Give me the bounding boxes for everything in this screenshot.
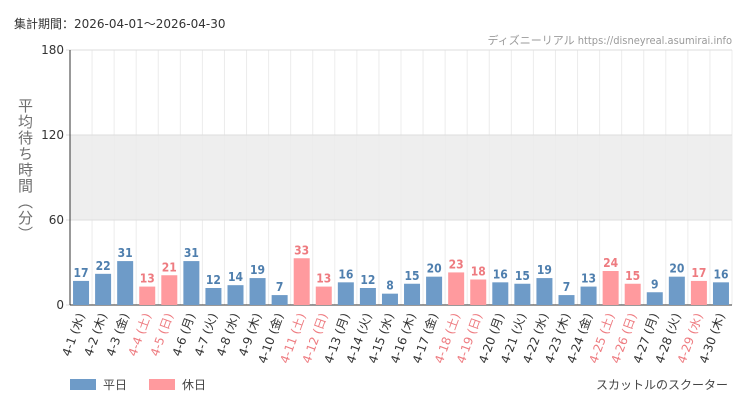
bar: [227, 285, 244, 305]
legend-item-weekday[interactable]: 平日: [70, 376, 127, 393]
holiday-swatch: [149, 379, 176, 390]
bar-value-label: 16: [493, 267, 508, 281]
weekday-swatch: [70, 379, 96, 390]
y-tick-label: 180: [41, 43, 64, 57]
bar-value-label: 16: [713, 267, 728, 281]
bar: [646, 292, 663, 305]
legend-label-weekday: 平日: [103, 378, 128, 392]
bar-value-label: 31: [184, 246, 199, 260]
bar-value-label: 16: [338, 267, 353, 281]
bar-value-label: 18: [471, 265, 486, 279]
bar: [117, 261, 134, 305]
bar: [249, 278, 266, 305]
bar: [315, 286, 332, 305]
bar-value-label: 24: [603, 256, 619, 270]
bar: [514, 283, 531, 305]
bar: [470, 279, 487, 305]
y-tick-label: 120: [41, 128, 64, 142]
bar: [602, 271, 619, 305]
bar: [404, 283, 421, 305]
bar: [558, 295, 575, 305]
bar: [271, 295, 288, 305]
bar: [492, 282, 509, 305]
bar-value-label: 20: [427, 262, 442, 276]
bar: [448, 272, 465, 305]
attraction-name: スカットルのスクーター: [595, 378, 728, 392]
bar-value-label: 33: [294, 243, 309, 257]
chart-legend: 平日 休日: [70, 376, 228, 393]
bar-value-label: 12: [206, 273, 221, 287]
bar-value-label: 12: [360, 273, 375, 287]
bar-value-label: 20: [669, 262, 684, 276]
bar-value-label: 15: [405, 269, 420, 283]
period-label: 集計期間：2026-04-01〜2026-04-30: [14, 17, 226, 31]
bar: [183, 261, 200, 305]
bar-value-label: 17: [691, 266, 706, 280]
bar: [73, 280, 90, 305]
source-credit: ディズニーリアル https://disneyreal.asumirai.inf…: [487, 34, 732, 47]
bar-value-label: 21: [162, 260, 177, 274]
bar: [359, 288, 376, 305]
bar: [580, 286, 597, 305]
bar-value-label: 15: [515, 269, 530, 283]
bar-value-label: 15: [625, 269, 640, 283]
bar: [712, 282, 729, 305]
bar: [624, 283, 641, 305]
bar: [95, 273, 112, 305]
legend-label-holiday: 休日: [182, 378, 207, 392]
bar-value-label: 13: [140, 272, 155, 286]
bar: [205, 288, 222, 305]
bar-value-label: 7: [276, 280, 284, 294]
bar-value-label: 23: [449, 257, 464, 271]
bar: [381, 293, 398, 305]
bar-value-label: 19: [537, 263, 552, 277]
bar-value-label: 17: [74, 266, 89, 280]
bar: [293, 258, 310, 305]
y-axis-title: 平均待ち時間（分）: [16, 98, 34, 242]
bar-value-label: 31: [118, 246, 133, 260]
bar: [536, 278, 553, 305]
bar-value-label: 19: [250, 263, 265, 277]
bar: [690, 280, 707, 305]
bar-value-label: 13: [316, 272, 331, 286]
bar: [426, 276, 443, 305]
y-tick-label: 60: [49, 213, 64, 227]
y-tick-label: 0: [56, 298, 64, 312]
legend-item-holiday[interactable]: 休日: [149, 376, 206, 393]
bar-value-label: 14: [228, 270, 244, 284]
bar: [139, 286, 156, 305]
bar-value-label: 7: [563, 280, 571, 294]
bar-value-label: 13: [581, 272, 596, 286]
bar: [161, 275, 178, 305]
bar-value-label: 9: [651, 277, 659, 291]
bar: [337, 282, 354, 305]
bar-value-label: 8: [386, 279, 394, 293]
bar: [668, 276, 685, 305]
bar-value-label: 22: [96, 259, 111, 273]
